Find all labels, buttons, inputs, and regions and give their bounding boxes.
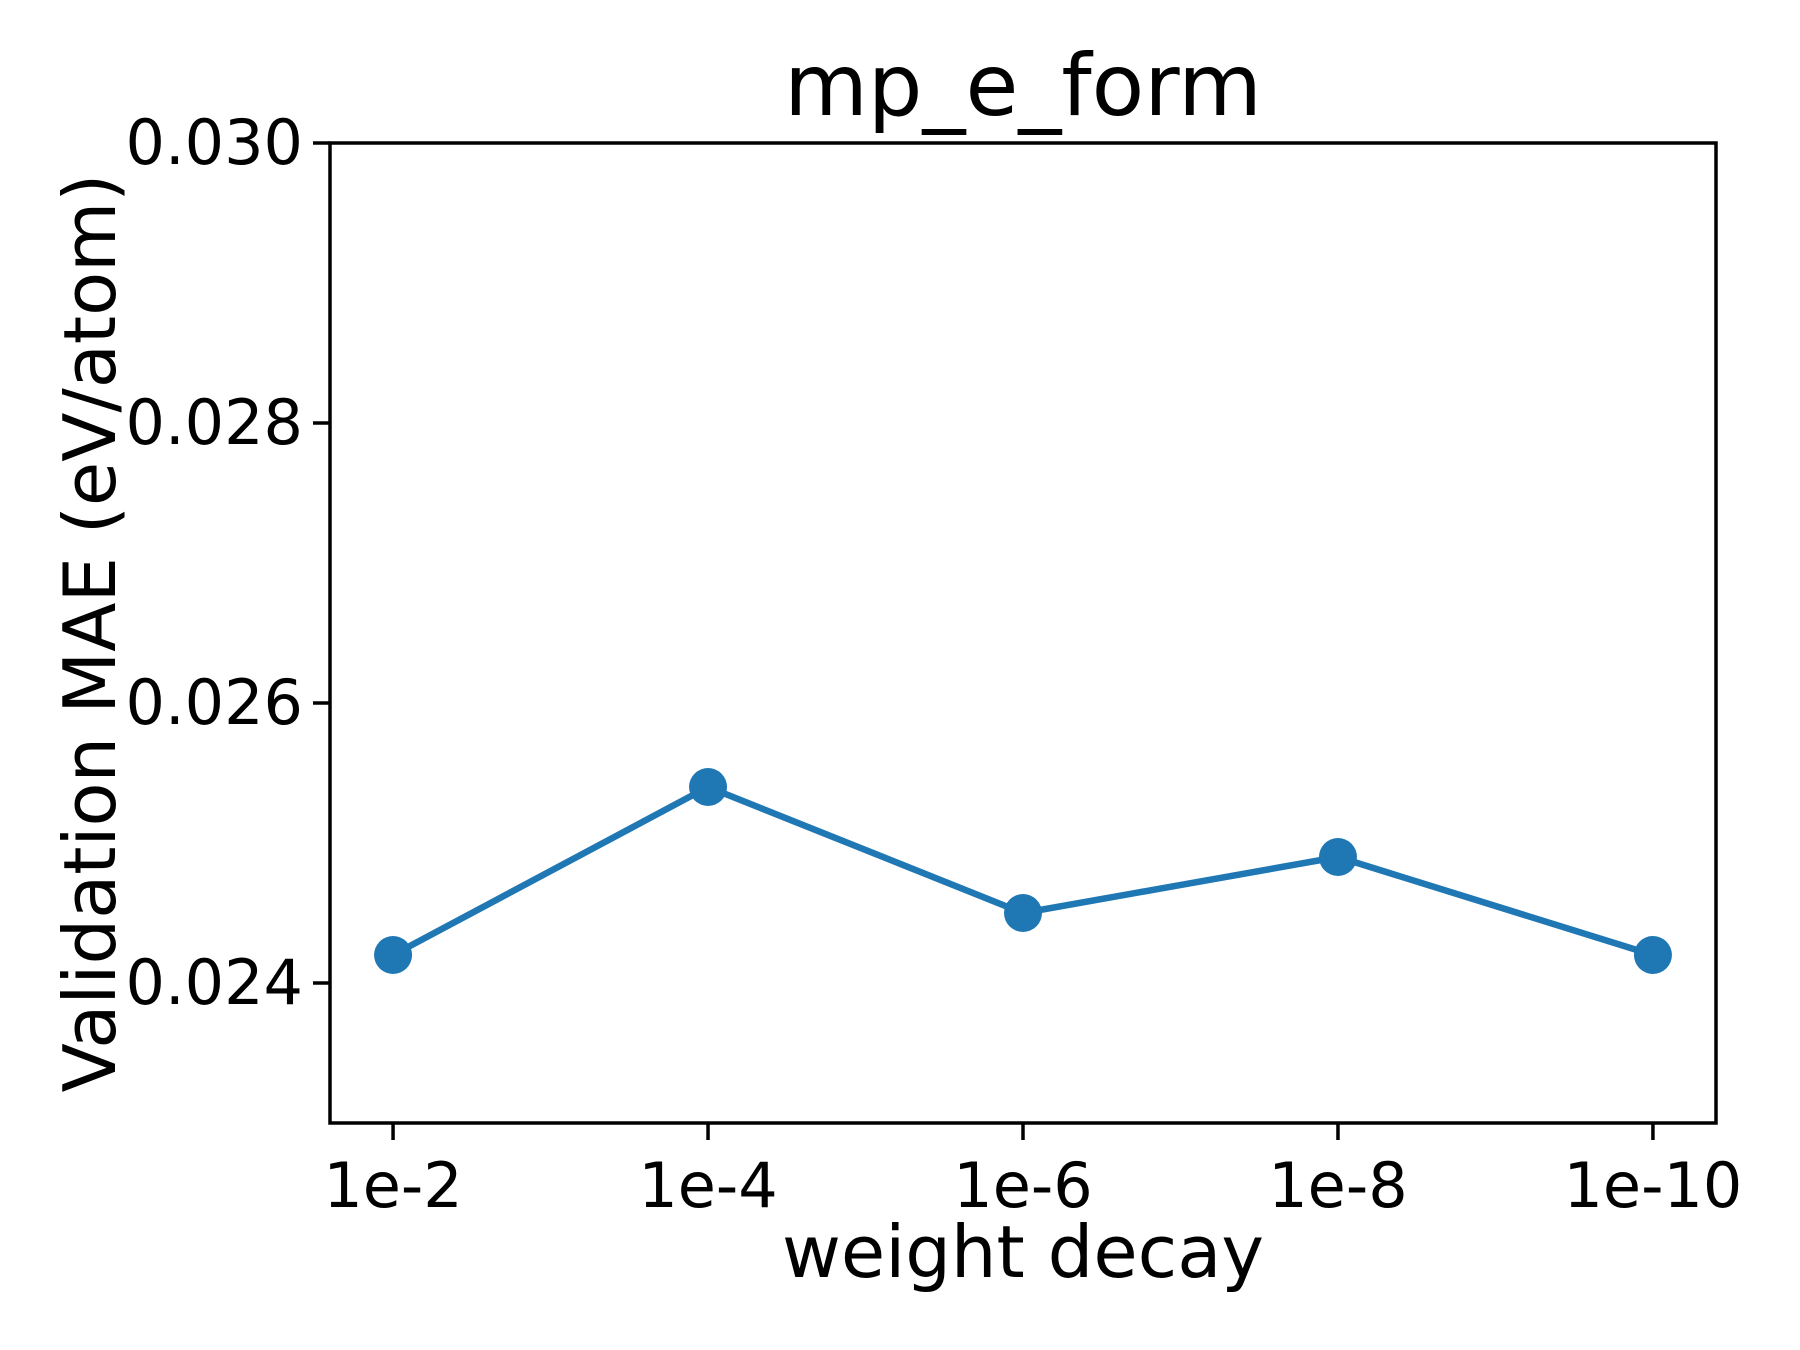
y-tick-label: 0.028 bbox=[125, 386, 304, 459]
x-tick-label: 1e-2 bbox=[323, 1149, 463, 1222]
data-point-marker bbox=[1004, 894, 1042, 932]
x-axis-label: weight decay bbox=[782, 1210, 1264, 1294]
data-point-marker bbox=[1633, 936, 1672, 974]
x-tick-label: 1e-8 bbox=[1268, 1149, 1408, 1222]
y-tick-label: 0.026 bbox=[125, 666, 304, 739]
chart-title: mp_e_form bbox=[784, 36, 1262, 136]
data-point-marker bbox=[374, 936, 413, 974]
y-tick-label: 0.024 bbox=[125, 946, 304, 1019]
x-tick-label: 1e-6 bbox=[953, 1149, 1093, 1222]
data-point-marker bbox=[1318, 838, 1357, 876]
x-tick-label: 1e-4 bbox=[638, 1149, 778, 1222]
y-tick-label: 0.030 bbox=[125, 106, 304, 179]
axes-spines bbox=[328, 141, 1718, 1125]
x-tick-label: 1e-10 bbox=[1563, 1149, 1743, 1222]
data-point-marker bbox=[689, 768, 728, 806]
